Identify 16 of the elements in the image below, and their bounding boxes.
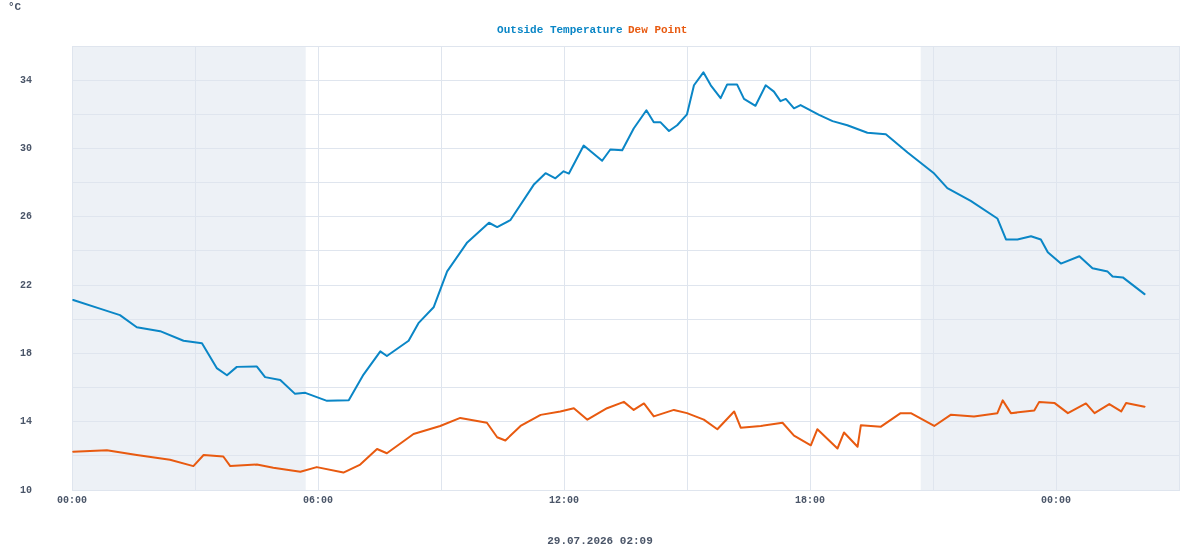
text: 29.07.2026 02:09 (547, 534, 653, 547)
x-tick-label: 00:00 (56, 494, 88, 506)
y-axis-title: °C (8, 1, 22, 14)
y-tick-label: 18 (19, 347, 32, 359)
x-tick-label: 00:00 (1040, 494, 1072, 506)
y-tick-label: 14 (19, 416, 32, 428)
y-tick-label: 30 (19, 142, 32, 154)
y-tick-label: 34 (19, 74, 32, 86)
y-tick-label: 26 (19, 211, 32, 223)
x-tick-label: 12:00 (548, 494, 580, 506)
x-tick-label: 18:00 (794, 494, 826, 506)
text: Outside Temperature (497, 24, 623, 37)
x-tick-label: 06:00 (302, 494, 334, 506)
y-tick-label: 10 (19, 484, 32, 496)
y-tick-label: 22 (19, 279, 32, 291)
text: Dew Point (628, 24, 688, 37)
